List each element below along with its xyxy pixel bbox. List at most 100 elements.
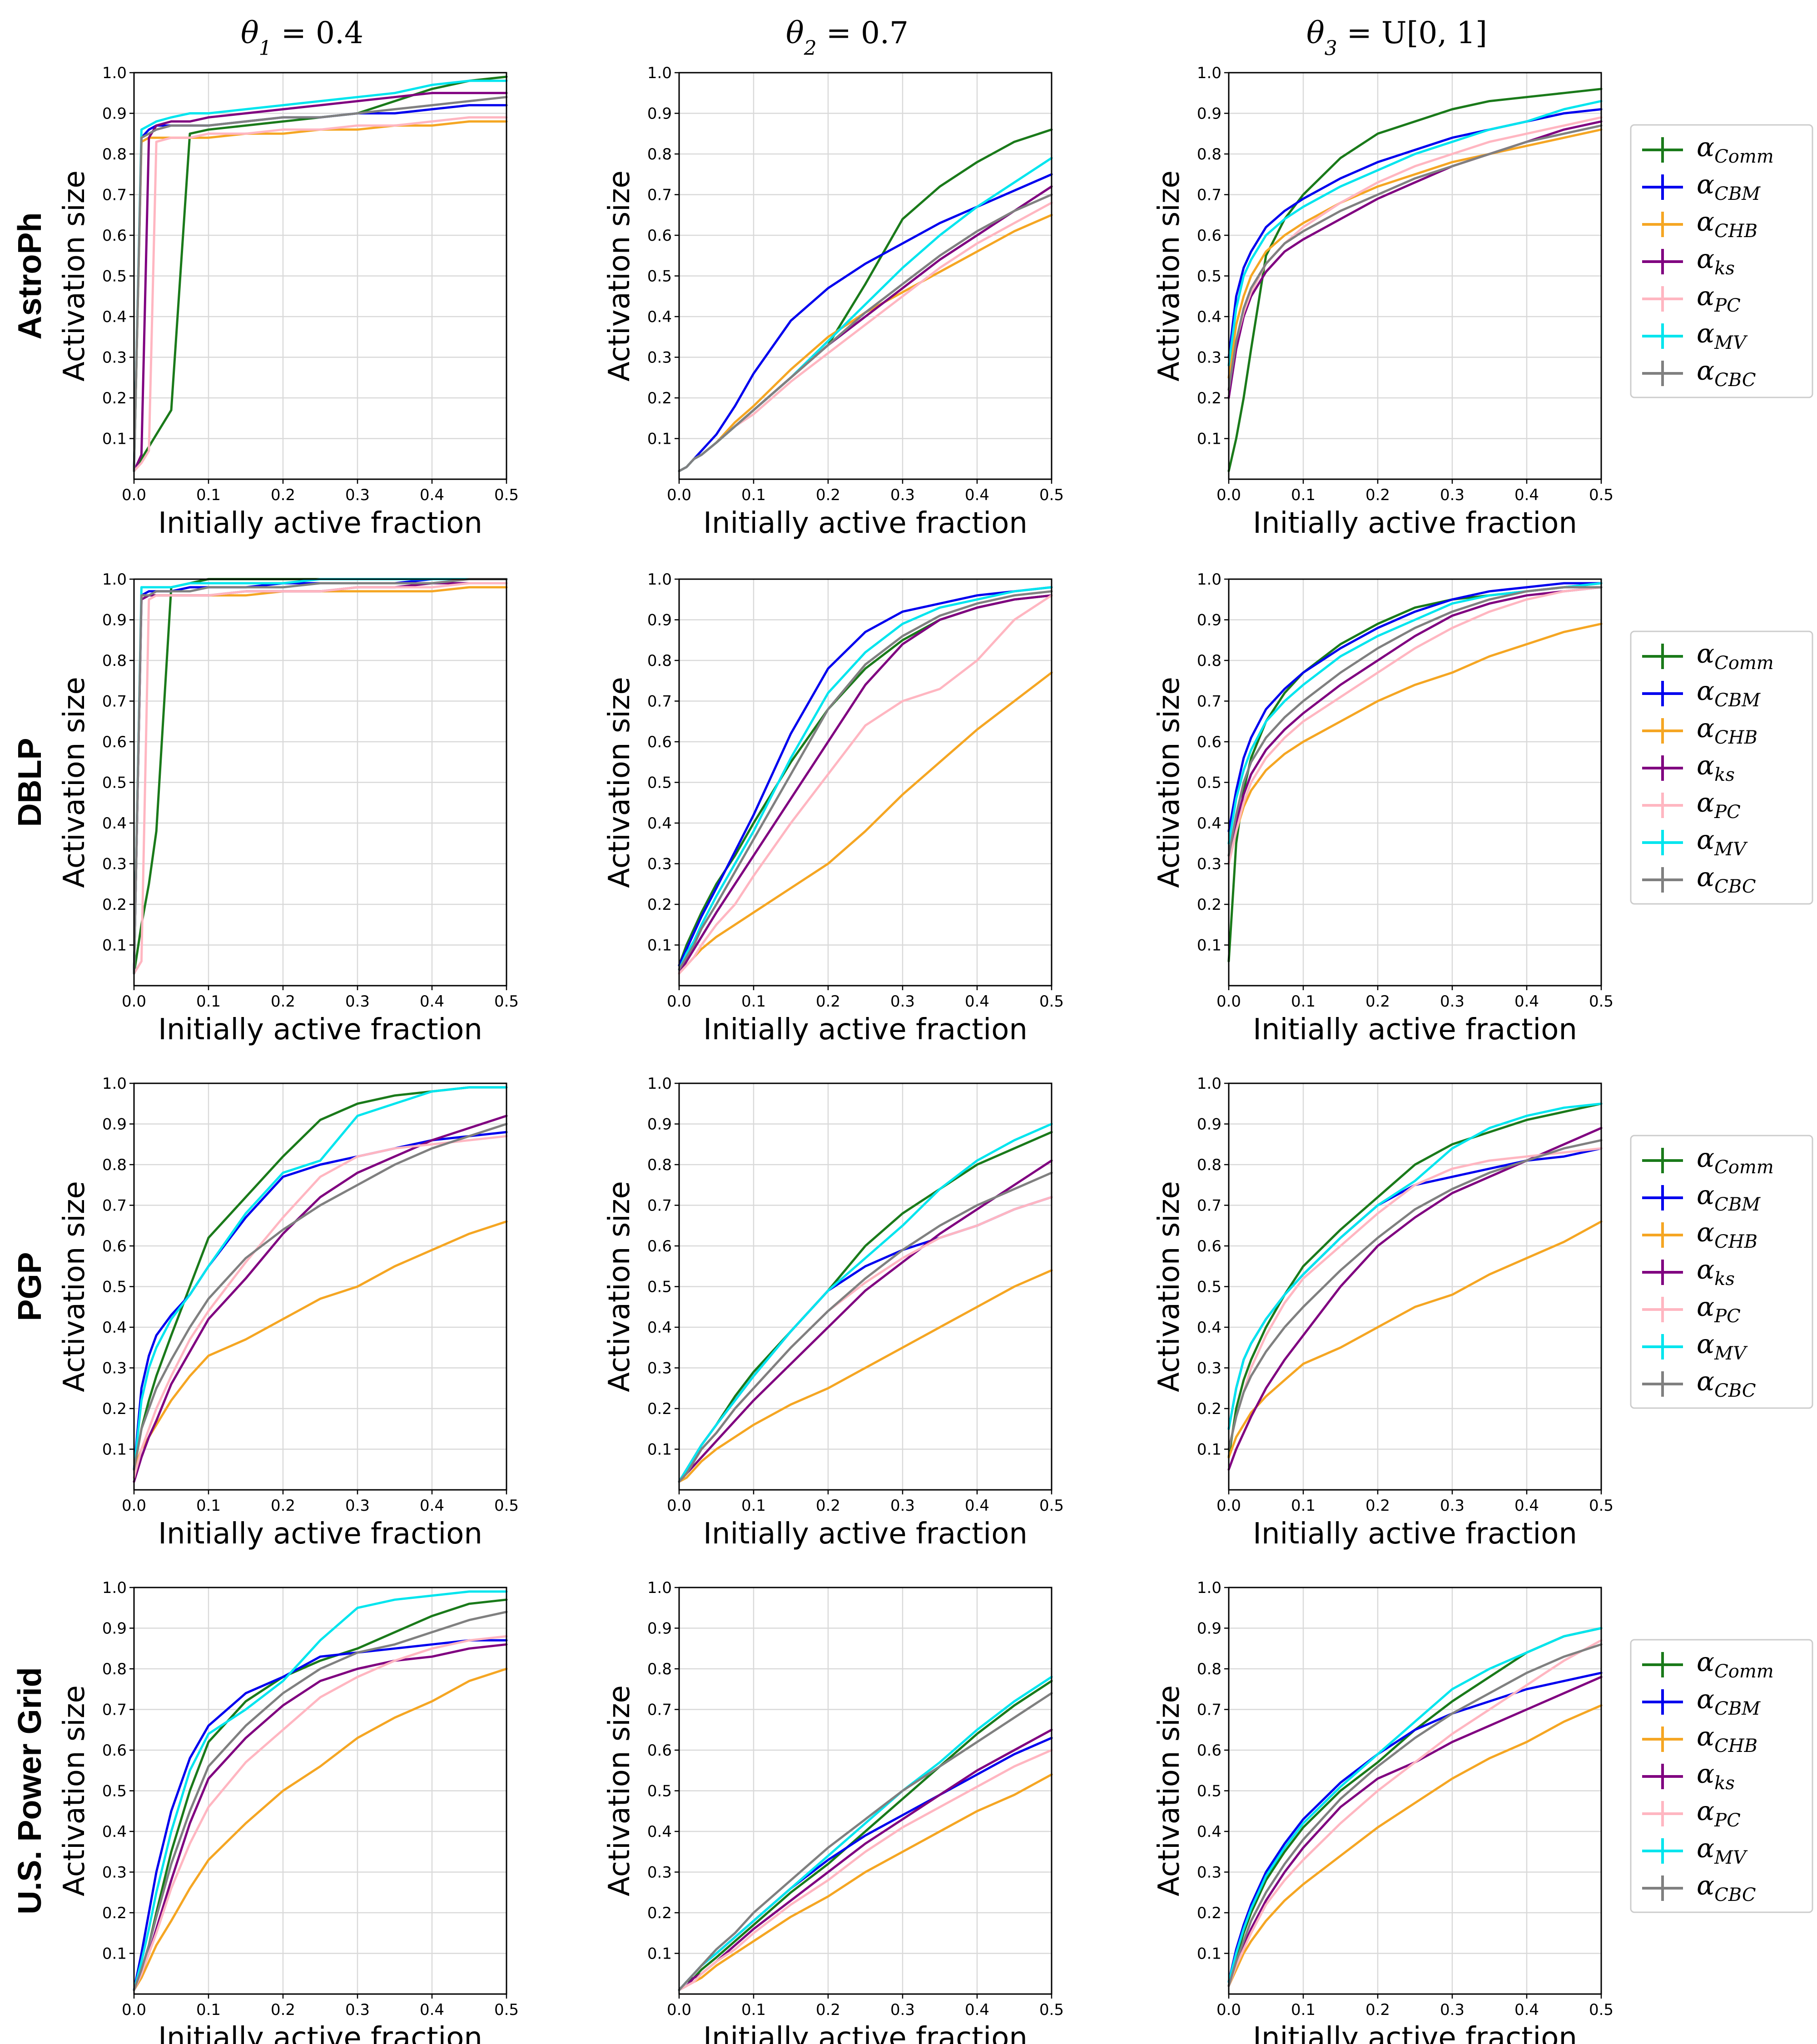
x-tick-label: 0.4 [420,1497,444,1515]
y-tick-label: 0.6 [647,733,672,751]
y-tick-label: 0.9 [647,1116,672,1134]
y-tick-label: 0.4 [102,814,127,833]
y-tick-label: 1.0 [647,1075,672,1093]
series-line-alpha-chb [1227,1220,1603,1459]
y-tick-label: 0.3 [102,1864,127,1882]
y-tick-label: 0.5 [647,268,672,286]
x-tick-label: 0.3 [890,486,915,504]
series-line-alpha-pc [133,582,508,975]
legend-label-sub: CBM [1714,1698,1761,1719]
legends: αCommαCBMαCHBαksαPCαMVαCBCαCommαCBMαCHBα… [1630,124,1813,1913]
series-line-alpha-cbm [133,1639,508,1991]
column-titles: θ1 = 0.4 θ2 = 0.7 θ3 = U[0, 1] [241,15,1487,60]
x-tick-label: 0.3 [345,2001,370,2019]
y-tick-label: 0.7 [102,1197,127,1215]
y-tick-label: 0.1 [1197,937,1221,955]
y-tick-label: 0.8 [102,652,127,670]
y-tick-label: 0.5 [647,1278,672,1296]
y-tick-label: 0.2 [1197,1904,1221,1922]
y-tick-label: 0.1 [102,937,127,955]
y-tick-label: 0.7 [102,186,127,204]
legend-label-chb: αCHB [1697,1721,1757,1756]
legend-label-sub: CBC [1714,1380,1756,1401]
x-tick-label: 0.4 [965,486,989,504]
y-tick-label: 1.0 [102,571,127,589]
y-axis-label: Activation size [58,1685,91,1896]
y-tick-label: 0.9 [1197,105,1221,123]
legend-label-sub: PC [1714,802,1741,823]
legend-label-base: α [1697,281,1714,312]
x-tick-label: 0.1 [1291,2001,1316,2019]
series-line-alpha-cbc [1227,124,1603,391]
legend-label-base: α [1697,824,1714,855]
legend-label-sub: MV [1714,332,1748,353]
y-tick-label: 0.7 [1197,693,1221,711]
legend-label-chb: αCHB [1697,1217,1757,1252]
y-tick-label: 0.5 [647,774,672,792]
legend-label-base: α [1697,1142,1714,1173]
row-label-2: DBLP [12,738,48,827]
y-tick-label: 0.1 [1197,1441,1221,1459]
legend-label-base: α [1697,1833,1714,1864]
series-line-alpha-pc [133,1635,508,1991]
y-tick-label: 0.6 [102,733,127,751]
series-line-alpha-comm [1227,1102,1603,1459]
x-tick-label: 0.3 [345,1497,370,1515]
series-line-alpha-cbc [133,1611,508,1991]
y-tick-label: 0.6 [1197,1237,1221,1255]
legend-label-sub: CHB [1714,727,1757,748]
y-tick-label: 0.7 [102,693,127,711]
legend-label-sub: PC [1714,295,1741,316]
x-axis-label: Initially active fraction [158,2021,482,2044]
legend-frame [1630,630,1813,905]
legend-label-base: α [1697,1721,1714,1752]
legend-label-base: α [1697,1329,1714,1359]
y-tick-label: 0.4 [647,308,672,326]
x-tick-label: 0.2 [816,992,840,1011]
series-line-alpha-ks [678,1159,1053,1483]
legend-label-base: α [1697,1217,1714,1248]
y-tick-label: 0.2 [102,896,127,914]
legend-label-base: α [1697,1758,1714,1789]
legend-label-mv: αMV [1697,318,1748,353]
legend-label-cbc: αCBC [1697,355,1756,391]
y-tick-label: 0.6 [1197,733,1221,751]
y-tick-label: 0.4 [1197,1823,1221,1841]
legend-label-pc: αPC [1697,1796,1741,1831]
y-tick-label: 0.4 [1197,1319,1221,1337]
y-tick-label: 0.4 [647,1319,672,1337]
y-tick-label: 1.0 [1197,64,1221,82]
legend-label-sub: Comm [1714,146,1774,167]
legend-label-sub: CHB [1714,221,1757,242]
x-tick-label: 0.4 [420,486,444,504]
series-line-alpha-mv [1227,100,1603,367]
legend-label-sub: ks [1714,1269,1735,1290]
panel-1-2: 0.0 0.1 0.2 0.3 0.4 0.5 0.1 0.2 0.3 0.4 0.5 0.6 0.7 0… [603,64,1064,540]
y-tick-label: 1.0 [647,571,672,589]
x-tick-label: 0.2 [816,486,840,504]
x-tick-label: 0.3 [345,486,370,504]
legend-label-sub: MV [1714,1847,1748,1868]
legend-label-cbc: αCBC [1697,1870,1756,1905]
y-tick-label: 0.9 [647,611,672,630]
panel-2-1: 0.0 0.1 0.2 0.3 0.4 0.5 0.1 0.2 0.3 0.4 0.5 0.6 0.7 0… [58,571,519,1047]
y-axis-label: Activation size [1152,1181,1186,1392]
x-tick-label: 0.2 [271,992,295,1011]
y-tick-label: 1.0 [102,64,127,82]
y-tick-label: 0.8 [1197,145,1221,164]
series-line-alpha-comm [133,75,508,472]
legend-label-base: α [1697,1254,1714,1285]
x-tick-label: 0.1 [1291,992,1316,1011]
series-line-alpha-mv [678,1123,1053,1483]
legend-label-ks: αks [1697,750,1735,785]
series-line-alpha-chb [678,1269,1053,1483]
y-tick-label: 0.3 [647,1359,672,1378]
legend-label-ks: αks [1697,1758,1735,1794]
y-tick-label: 0.4 [102,1823,127,1841]
legend-label-base: α [1697,862,1714,893]
x-axis-label: Initially active fraction [703,1517,1028,1551]
x-axis-label: Initially active fraction [1253,506,1577,540]
x-tick-label: 0.2 [1365,992,1390,1011]
series-line-alpha-comm [678,1680,1053,1991]
